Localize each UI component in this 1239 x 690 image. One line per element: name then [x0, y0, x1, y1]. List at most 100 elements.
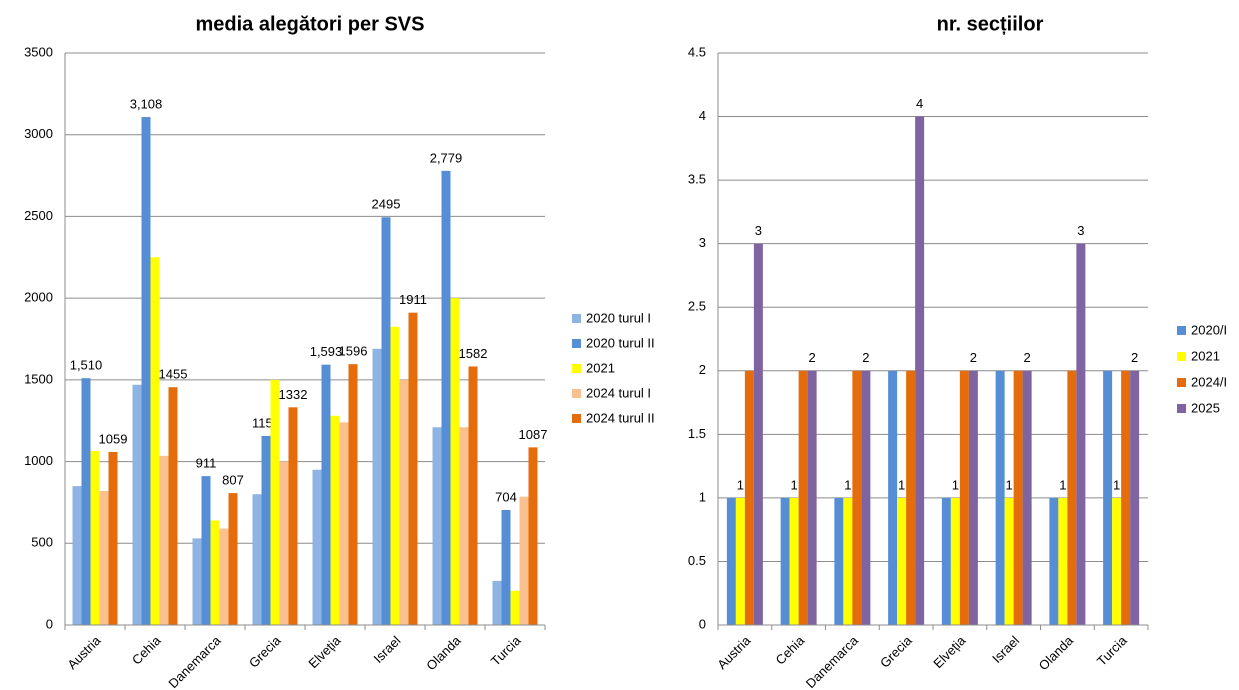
- bar: [528, 447, 538, 625]
- y-tick-label: 0: [46, 616, 53, 631]
- bar: [1121, 370, 1131, 625]
- bar: [1004, 497, 1014, 625]
- bar: [834, 497, 844, 625]
- bar: [408, 312, 418, 625]
- y-tick-label: 1500: [24, 371, 53, 386]
- bar: [132, 384, 142, 625]
- y-tick-label: 4.5: [688, 44, 706, 59]
- y-tick-label: 500: [31, 535, 53, 550]
- y-tick-label: 2500: [24, 208, 53, 223]
- y-tick-label: 2000: [24, 290, 53, 305]
- data-label: 2: [1131, 350, 1138, 365]
- data-label: 704: [495, 489, 517, 504]
- y-tick-label: 2.5: [688, 299, 706, 314]
- bar: [735, 497, 745, 625]
- bar: [941, 497, 951, 625]
- bar: [321, 364, 331, 625]
- legend-swatch: [572, 414, 581, 423]
- legend-label: 2024 turul II: [586, 410, 655, 425]
- data-label: 2: [862, 350, 869, 365]
- bar: [252, 494, 262, 625]
- x-tick-label: Israel: [370, 633, 403, 666]
- data-label: 1,593: [310, 344, 343, 359]
- x-tick-label: Elveția: [930, 632, 969, 671]
- legend-label: 2020 turul I: [586, 310, 651, 325]
- y-tick-label: 3500: [24, 44, 53, 59]
- data-label: 807: [222, 473, 244, 488]
- bar: [744, 370, 754, 625]
- bar: [228, 493, 238, 625]
- bar: [372, 348, 382, 625]
- bar: [81, 378, 91, 625]
- bar: [441, 170, 451, 625]
- data-label: 3: [1077, 223, 1084, 238]
- bar: [780, 497, 790, 625]
- x-tick-label: Danemarca: [165, 632, 224, 690]
- bar: [261, 435, 271, 625]
- bar: [399, 379, 409, 625]
- bar: [99, 490, 109, 625]
- y-tick-label: 3000: [24, 126, 53, 141]
- bar: [468, 366, 478, 625]
- bar: [141, 117, 151, 626]
- bar: [219, 528, 229, 625]
- bar: [72, 486, 82, 625]
- data-label: 1,510: [70, 358, 103, 373]
- bar: [1067, 370, 1077, 625]
- data-label: 1332: [279, 387, 308, 402]
- data-label: 1596: [339, 344, 368, 359]
- data-label: 1: [898, 477, 905, 492]
- legend-swatch: [1177, 404, 1186, 413]
- data-label: 2495: [372, 197, 401, 212]
- bar: [168, 387, 178, 625]
- bar: [192, 538, 202, 625]
- data-label: 2,779: [430, 150, 463, 165]
- data-label: 1582: [459, 346, 488, 361]
- x-tick-label: Olanda: [423, 632, 464, 673]
- bar: [888, 370, 898, 625]
- x-tick-label: Danemarca: [803, 632, 862, 690]
- x-tick-label: Austria: [714, 632, 754, 672]
- bar: [798, 370, 808, 625]
- bar: [1049, 497, 1059, 625]
- data-label: 1: [1006, 477, 1013, 492]
- legend-swatch: [572, 364, 581, 373]
- data-label: 1455: [159, 367, 188, 382]
- bar: [312, 469, 322, 625]
- bar: [1022, 370, 1032, 625]
- bar: [270, 379, 280, 625]
- bar: [348, 364, 358, 625]
- bar: [108, 451, 118, 625]
- data-label: 1: [791, 477, 798, 492]
- bar: [210, 520, 220, 625]
- bar: [1112, 497, 1122, 625]
- legend-swatch: [572, 314, 581, 323]
- bar: [339, 422, 349, 625]
- x-tick-label: Grecia: [877, 632, 915, 670]
- bar: [852, 370, 862, 625]
- data-label: 3,108: [130, 97, 163, 112]
- bar: [1130, 370, 1140, 625]
- bar: [390, 326, 400, 625]
- bar: [459, 427, 469, 625]
- data-label: 1: [737, 477, 744, 492]
- legend-swatch: [1177, 326, 1186, 335]
- legend-swatch: [1177, 378, 1186, 387]
- bar: [807, 370, 817, 625]
- bar: [1013, 370, 1023, 625]
- y-tick-label: 1: [699, 489, 706, 504]
- bar: [330, 415, 340, 625]
- x-tick-label: Cehia: [773, 632, 808, 667]
- chart-title: nr. secțiilor: [937, 13, 1044, 35]
- bar: [501, 509, 511, 625]
- bar: [906, 370, 916, 625]
- bar: [726, 497, 736, 625]
- bar: [861, 370, 871, 625]
- data-label: 1: [952, 477, 959, 492]
- bar: [950, 497, 960, 625]
- data-label: 2: [1024, 350, 1031, 365]
- x-tick-label: Turcia: [488, 632, 524, 668]
- bar: [789, 497, 799, 625]
- x-tick-label: Olanda: [1036, 632, 1077, 673]
- data-label: 911: [196, 456, 217, 471]
